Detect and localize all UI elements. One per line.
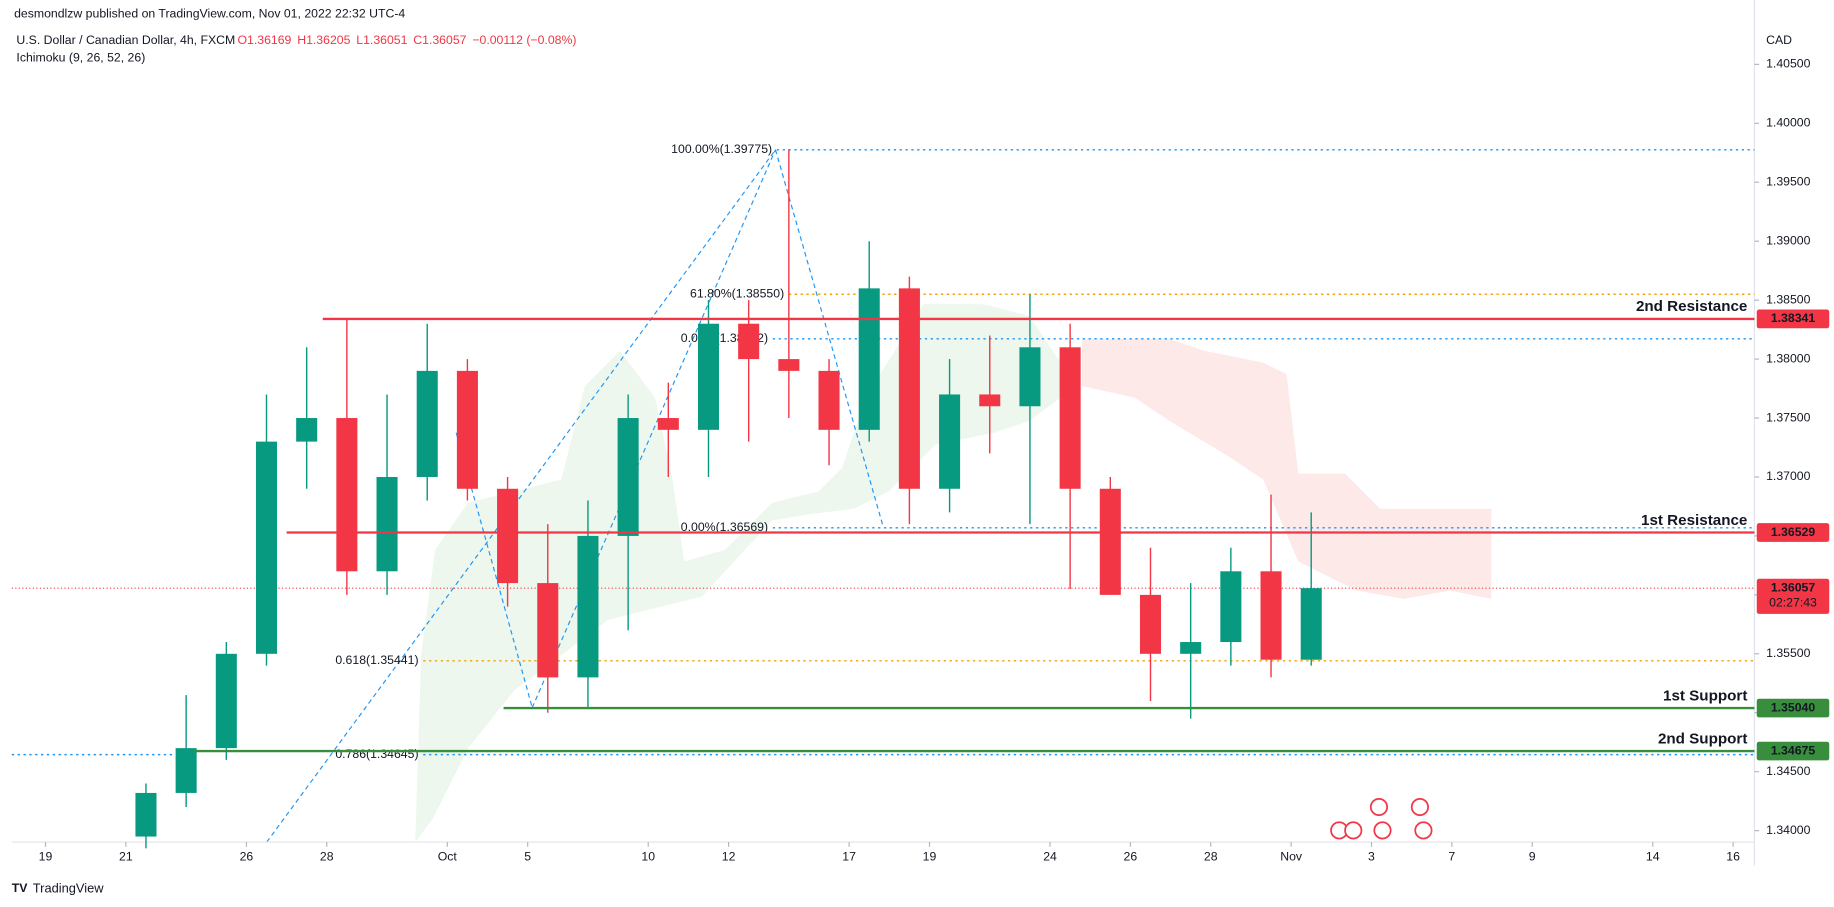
event-icons (1330, 797, 1433, 840)
candle-body (617, 418, 639, 536)
y-tick-label: 1.39000 (1766, 233, 1811, 247)
fib-drawing (266, 149, 884, 843)
x-tick-label: 12 (722, 850, 736, 864)
level-price-box (1756, 523, 1830, 542)
candle-body (1180, 642, 1202, 654)
quote-value: H1.36205 (297, 33, 350, 47)
y-tick-label: 1.37000 (1766, 469, 1811, 483)
candle-body (898, 288, 920, 489)
x-tick-label: 28 (1204, 850, 1218, 864)
y-tick-label: 1.39500 (1766, 175, 1811, 189)
candle-body (939, 394, 961, 489)
candle-body (1260, 571, 1282, 660)
currency: CAD (1766, 33, 1792, 47)
fib-label: 100.00%(1.39775) (671, 142, 772, 156)
candle-body (979, 394, 1001, 407)
x-tick-label: 3 (1368, 850, 1375, 864)
y-tick-label: 1.34500 (1766, 764, 1811, 778)
x-tick-label: 9 (1529, 850, 1536, 864)
x-tick-label: 14 (1646, 850, 1660, 864)
y-tick-label: 1.40500 (1766, 57, 1811, 71)
candle-body (1139, 594, 1162, 654)
y-tick-label: 1.37500 (1766, 410, 1811, 424)
candle-body (135, 792, 157, 837)
x-tick-label: 5 (524, 850, 531, 864)
candle-body (336, 418, 358, 572)
x-tick-label: Oct (438, 850, 458, 864)
level-price-box (1756, 698, 1830, 718)
candle-body (537, 583, 559, 678)
level-price-box (1756, 741, 1830, 761)
last-price: 1.36057 (1771, 580, 1816, 594)
x-tick-label: 21 (119, 850, 133, 864)
candle-body (416, 370, 438, 477)
y-tick-label: 1.40000 (1766, 116, 1811, 130)
candle-body (577, 535, 599, 678)
logo-mark: TV (12, 881, 28, 895)
candle-body (497, 488, 519, 584)
candle-body (215, 653, 237, 749)
level-name: 1st Support (1663, 687, 1747, 704)
fib-label: 61.80%(1.38550) (690, 287, 784, 301)
fib-label: 0.618(1.35441) (335, 653, 418, 667)
indicator: Ichimoku (9, 26, 52, 26) (16, 51, 145, 65)
level-price: 1.35040 (1771, 700, 1816, 714)
candle-body (738, 323, 760, 360)
candle-body (818, 370, 840, 430)
candle-body (1220, 571, 1242, 643)
last-price-box (1756, 578, 1830, 614)
quote-value: L1.36051 (356, 33, 407, 47)
x-tick-label: 19 (923, 850, 937, 864)
x-tick-label: Nov (1280, 850, 1303, 864)
x-tick-label: 17 (842, 850, 856, 864)
countdown: 02:27:43 (1769, 596, 1817, 610)
candle-body (376, 476, 398, 572)
x-tick-label: 26 (1124, 850, 1138, 864)
x-tick-label: 24 (1043, 850, 1057, 864)
brand: TradingView (33, 880, 104, 895)
candle-body (1099, 488, 1121, 595)
level-price-box (1756, 309, 1830, 329)
publisher: desmondlzw published on TradingView.com,… (14, 6, 405, 20)
quote-value: C1.36057 (413, 33, 466, 47)
y-tick-label: 1.38000 (1766, 351, 1811, 365)
x-tick-label: 26 (240, 850, 254, 864)
candle-body (1059, 347, 1081, 489)
candle-body (778, 359, 800, 371)
candle-body (175, 748, 197, 793)
y-tick-label: 1.35500 (1766, 646, 1811, 660)
x-tick-label: 10 (641, 850, 655, 864)
ichimoku-cloud (1081, 339, 1492, 599)
level-name: 2nd Resistance (1636, 298, 1747, 315)
candle-body (296, 418, 318, 442)
x-tick-label: 7 (1448, 850, 1455, 864)
candle-body (1019, 347, 1041, 407)
candle-body (1300, 588, 1322, 660)
quote: O1.36169 H1.36205 L1.36051 C1.36057 −0.00112… (237, 33, 576, 47)
quote-value: O1.36169 (237, 33, 291, 47)
x-tick-label: 19 (39, 850, 53, 864)
level-price: 1.38341 (1771, 311, 1816, 325)
chart-title: U.S. Dollar / Canadian Dollar, 4h, FXCM (16, 33, 235, 47)
x-tick-label: 28 (320, 850, 334, 864)
candle-body (456, 370, 478, 489)
y-tick-label: 1.38500 (1766, 292, 1811, 306)
candle-body (858, 288, 880, 430)
quote-value: −0.00112 (−0.08%) (472, 33, 576, 47)
y-tick-label: 1.34000 (1766, 823, 1811, 837)
level-price: 1.36529 (1771, 525, 1816, 539)
x-tick-label: 16 (1726, 850, 1740, 864)
level-price: 1.34675 (1771, 743, 1816, 757)
candle-body (697, 323, 720, 430)
level-name: 1st Resistance (1641, 512, 1747, 529)
fib-label: 0.786(1.34645) (335, 747, 418, 761)
candle-body (657, 418, 679, 430)
fib-label: 0.00%(1.36569) (681, 520, 768, 534)
candle-body (255, 441, 278, 654)
level-name: 2nd Support (1658, 730, 1747, 747)
